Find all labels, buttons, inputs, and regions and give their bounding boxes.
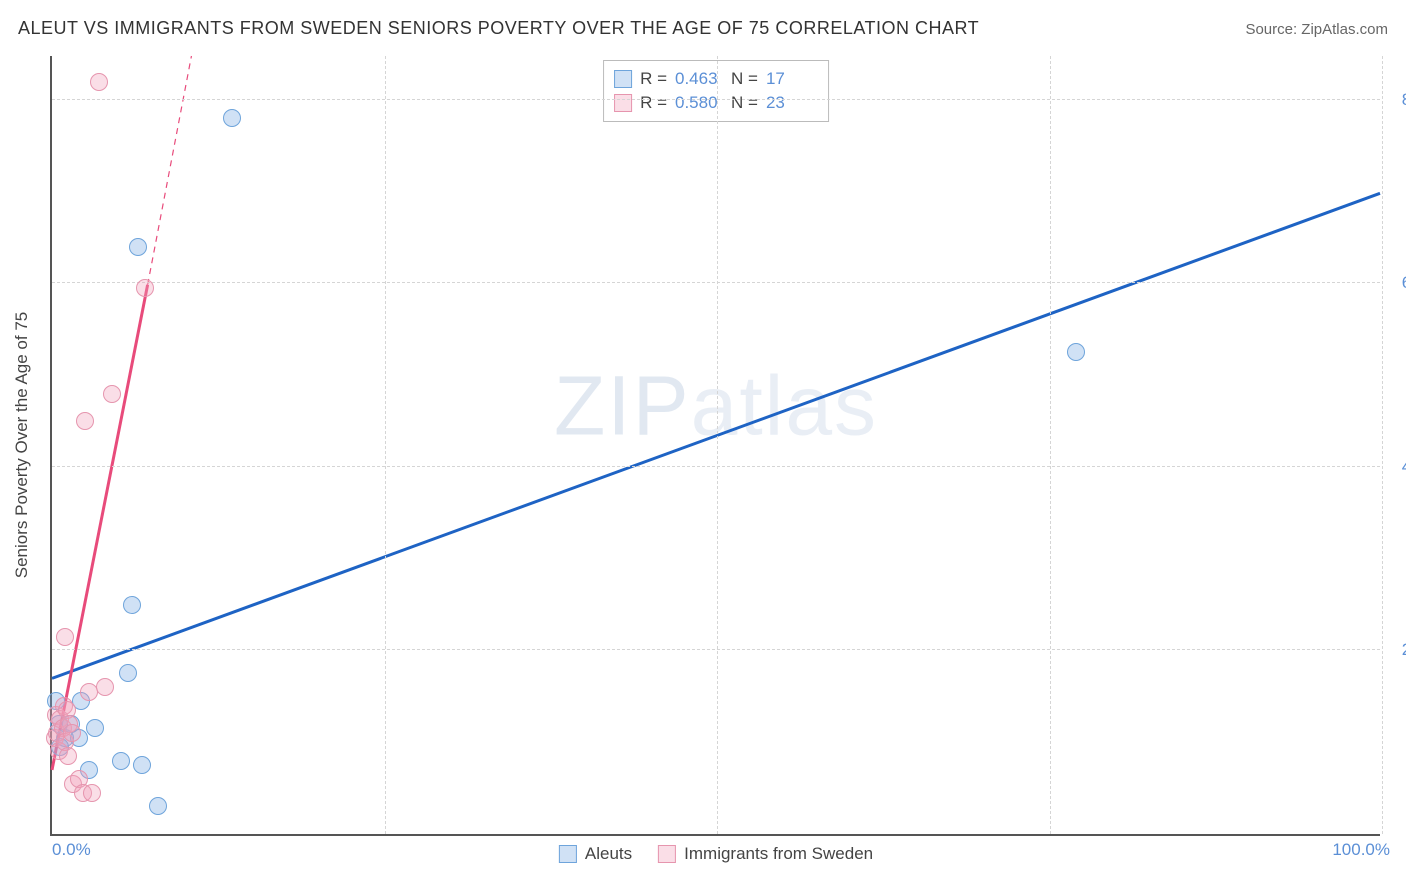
x-tick-0: 0.0% [52, 840, 91, 860]
title-bar: ALEUT VS IMMIGRANTS FROM SWEDEN SENIORS … [18, 18, 1388, 39]
chart-title: ALEUT VS IMMIGRANTS FROM SWEDEN SENIORS … [18, 18, 979, 39]
data-point-aleuts [223, 109, 241, 127]
trend-line [52, 193, 1380, 678]
data-point-aleuts [1067, 343, 1085, 361]
stats-row-sweden: R = 0.580 N = 23 [614, 91, 814, 115]
data-point-aleuts [123, 596, 141, 614]
swatch-aleuts [614, 70, 632, 88]
source-label: Source: ZipAtlas.com [1245, 21, 1388, 38]
chart-container: ALEUT VS IMMIGRANTS FROM SWEDEN SENIORS … [0, 0, 1406, 892]
stat-r-label: R = [640, 91, 667, 115]
data-point-sweden [56, 628, 74, 646]
y-tick-label: 60.0% [1390, 273, 1406, 293]
data-point-sweden [96, 678, 114, 696]
swatch-sweden [614, 94, 632, 112]
data-point-aleuts [112, 752, 130, 770]
gridline-v [385, 56, 386, 834]
y-tick-label: 20.0% [1390, 640, 1406, 660]
data-point-sweden [63, 724, 81, 742]
watermark: ZIPatlas [554, 358, 878, 455]
legend-label: Immigrants from Sweden [684, 844, 873, 864]
trend-line [148, 56, 192, 285]
data-point-aleuts [133, 756, 151, 774]
data-point-sweden [59, 747, 77, 765]
legend-label: Aleuts [585, 844, 632, 864]
data-point-aleuts [149, 797, 167, 815]
data-point-sweden [90, 73, 108, 91]
plot-area: ZIPatlas Seniors Poverty Over the Age of… [50, 56, 1380, 836]
y-tick-label: 40.0% [1390, 457, 1406, 477]
stat-n-value: 17 [766, 67, 814, 91]
data-point-sweden [136, 279, 154, 297]
watermark-bold: ZIP [554, 359, 691, 453]
gridline-v [1050, 56, 1051, 834]
legend-item-sweden: Immigrants from Sweden [658, 844, 873, 864]
data-point-aleuts [119, 664, 137, 682]
x-tick-100: 100.0% [1332, 840, 1390, 860]
gridline-v [1382, 56, 1383, 834]
data-point-sweden [83, 784, 101, 802]
data-point-sweden [76, 412, 94, 430]
stat-r-value: 0.463 [675, 67, 723, 91]
legend-item-aleuts: Aleuts [559, 844, 632, 864]
swatch-aleuts [559, 845, 577, 863]
watermark-thin: atlas [691, 359, 878, 453]
stats-legend-box: R = 0.463 N = 17 R = 0.580 N = 23 [603, 60, 829, 122]
series-legend: Aleuts Immigrants from Sweden [559, 844, 873, 864]
data-point-aleuts [129, 238, 147, 256]
stat-r-label: R = [640, 67, 667, 91]
swatch-sweden [658, 845, 676, 863]
gridline-h [52, 649, 1380, 650]
data-point-aleuts [86, 719, 104, 737]
stat-r-value: 0.580 [675, 91, 723, 115]
gridline-h [52, 466, 1380, 467]
stat-n-value: 23 [766, 91, 814, 115]
stat-n-label: N = [731, 67, 758, 91]
y-tick-label: 80.0% [1390, 90, 1406, 110]
data-point-sweden [103, 385, 121, 403]
trend-lines-layer [52, 56, 1380, 834]
gridline-h [52, 99, 1380, 100]
gridline-h [52, 282, 1380, 283]
y-axis-title: Seniors Poverty Over the Age of 75 [12, 312, 32, 578]
gridline-v [717, 56, 718, 834]
stat-n-label: N = [731, 91, 758, 115]
stats-row-aleuts: R = 0.463 N = 17 [614, 67, 814, 91]
